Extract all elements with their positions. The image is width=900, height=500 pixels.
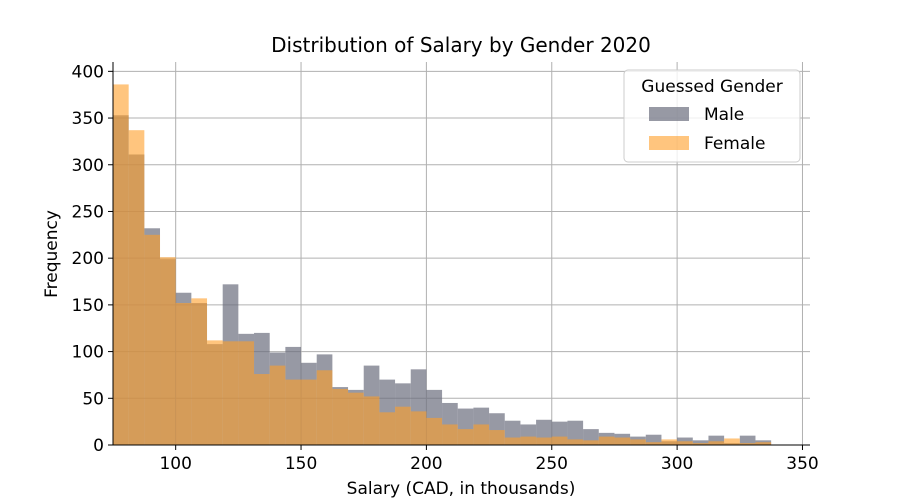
female-bar: [285, 379, 302, 445]
female-bar: [473, 424, 490, 445]
female-bar: [614, 437, 631, 445]
y-tick-label: 0: [93, 436, 104, 456]
female-bar: [379, 412, 396, 445]
female-bar: [630, 439, 646, 445]
male-bar: [692, 440, 709, 445]
female-bar: [708, 441, 725, 445]
female-bar: [536, 437, 552, 445]
female-bar: [426, 417, 443, 445]
male-bar: [708, 435, 725, 445]
x-tick-label: 100: [159, 454, 191, 474]
female-bar: [395, 406, 411, 445]
chart-title: Distribution of Salary by Gender 2020: [271, 33, 651, 57]
legend-label-female: Female: [704, 134, 765, 154]
male-bar: [645, 434, 662, 445]
female-bar: [520, 436, 537, 445]
y-tick-label: 50: [82, 389, 104, 409]
legend-swatch-female: [649, 136, 689, 150]
female-bar: [583, 440, 599, 445]
female-bar: [504, 437, 521, 445]
female-bar: [301, 379, 317, 445]
x-tick-label: 350: [786, 454, 818, 474]
female-bar: [144, 234, 161, 445]
legend-swatch-male: [649, 107, 689, 121]
male-bar: [567, 420, 584, 445]
female-bar: [755, 442, 772, 445]
female-bar: [160, 257, 176, 445]
x-tick-label: 300: [661, 454, 693, 474]
legend-label-male: Male: [704, 105, 744, 125]
x-tick-label: 250: [536, 454, 568, 474]
female-bar: [724, 438, 740, 445]
female-bar: [661, 439, 678, 445]
female-bar: [316, 370, 333, 445]
legend-title: Guessed Gender: [641, 77, 782, 97]
legend: Guessed Gender Male Female: [623, 69, 801, 163]
female-bar: [175, 303, 192, 445]
female-bar: [269, 365, 286, 445]
female-bar: [222, 341, 239, 445]
female-bar: [348, 392, 364, 445]
female-bar: [238, 341, 255, 445]
y-ticks: 0 50 100 150 200 250 300 350 400: [72, 62, 113, 456]
y-tick-label: 350: [72, 109, 104, 129]
female-bar: [442, 424, 458, 445]
female-bar: [410, 411, 427, 445]
female-bar: [457, 429, 474, 445]
y-tick-label: 250: [72, 202, 104, 222]
female-bar: [645, 442, 662, 445]
female-bar: [128, 130, 145, 445]
female-bar: [677, 441, 693, 445]
y-tick-label: 200: [72, 249, 104, 269]
female-bar: [332, 388, 349, 445]
y-tick-label: 100: [72, 343, 104, 363]
y-tick-label: 150: [72, 296, 104, 316]
female-bar: [598, 436, 615, 445]
x-tick-label: 150: [285, 454, 317, 474]
y-tick-label: 400: [72, 62, 104, 82]
female-bar: [363, 396, 380, 445]
female-bar: [113, 84, 129, 446]
x-axis-label: Salary (CAD, in thousands): [347, 479, 576, 499]
female-bar: [692, 443, 709, 445]
y-axis-label: Frequency: [42, 210, 62, 298]
female-bar: [567, 439, 584, 445]
female-bar: [254, 374, 270, 445]
female-bar: [191, 298, 208, 445]
female-bar: [739, 443, 756, 445]
y-tick-label: 300: [72, 156, 104, 176]
female-bars: [113, 84, 772, 446]
female-bar: [551, 436, 568, 445]
female-bar: [207, 340, 223, 445]
x-tick-label: 200: [410, 454, 442, 474]
x-ticks: 100 150 200 250 300 350: [159, 445, 819, 474]
female-bar: [489, 430, 505, 445]
male-bar: [739, 435, 756, 445]
